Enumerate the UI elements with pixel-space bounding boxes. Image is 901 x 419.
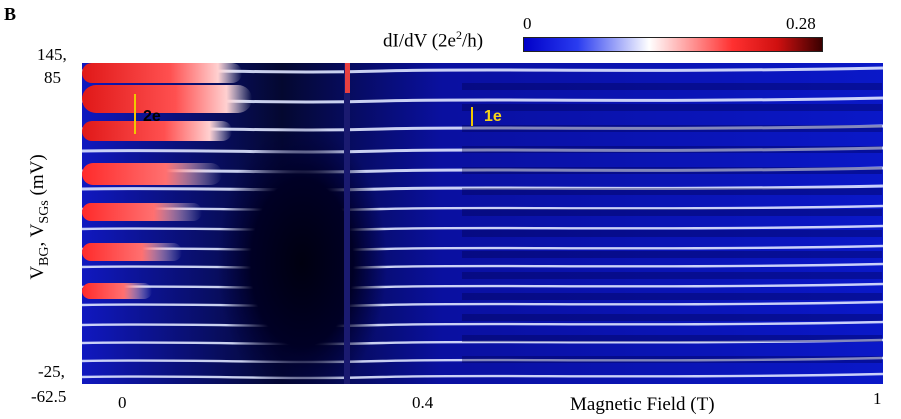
dark-band [462, 251, 882, 258]
colorbar-title: dI/dV (2e2/h) [383, 28, 484, 52]
y-tick-top-1: 145, [37, 45, 67, 64]
y-tick-top-2: 85 [44, 68, 61, 87]
annotation-1e: 1e [484, 108, 502, 125]
red-lobe [82, 163, 222, 185]
y-tick-bottom-2: -62.5 [31, 387, 67, 406]
dark-band [462, 356, 882, 363]
colorbar [523, 37, 823, 52]
dark-band [462, 167, 882, 174]
dark-band [462, 146, 882, 153]
y-axis-label: VBG, VSGs (mV) [27, 154, 52, 280]
red-lobe [82, 85, 252, 113]
annotation-bar-2e [134, 94, 136, 134]
y-tick-bottom-1: -25, [38, 362, 65, 381]
fringe-line [82, 356, 883, 364]
fringe-line [82, 320, 883, 328]
fringe-line [82, 338, 883, 346]
dark-band [462, 125, 882, 132]
colorbar-min-label: 0 [523, 14, 532, 33]
panel-letter: B [4, 4, 17, 24]
x-axis-label: Magnetic Field (T) [570, 394, 715, 415]
annotation-bar-1e [471, 107, 473, 126]
right-fringe-lines [462, 83, 882, 363]
fringe-line [82, 184, 883, 192]
x-tick-1: 0.4 [412, 393, 434, 412]
red-lobe [82, 243, 182, 261]
fringe-line [82, 282, 883, 290]
dark-band [462, 104, 882, 111]
red-lobes [82, 63, 252, 299]
dark-band [462, 335, 882, 342]
x-tick-0: 0 [118, 393, 127, 412]
fringe-line [82, 262, 883, 270]
dark-band [462, 314, 882, 321]
red-lobe [82, 203, 202, 221]
fringe-line [82, 146, 883, 154]
fringe-line [82, 224, 883, 232]
fringe-line [82, 372, 883, 380]
red-lobe [82, 121, 232, 141]
vertical-artifact-line [344, 63, 350, 384]
x-tick-2: 1 [873, 389, 882, 408]
dark-band [462, 209, 882, 216]
red-lobe [82, 63, 242, 83]
fringe-line [82, 244, 883, 252]
red-lobe [82, 283, 152, 299]
dark-band [462, 230, 882, 237]
heatmap-plot [82, 63, 883, 384]
colorbar-max-label: 0.28 [786, 14, 816, 33]
vertical-artifact-top [345, 63, 350, 93]
dark-band [462, 293, 882, 300]
dark-band [462, 83, 882, 90]
annotation-2e: 2e [143, 108, 161, 125]
dark-band [462, 188, 882, 195]
dark-band [462, 272, 882, 279]
fringe-line [82, 300, 883, 308]
